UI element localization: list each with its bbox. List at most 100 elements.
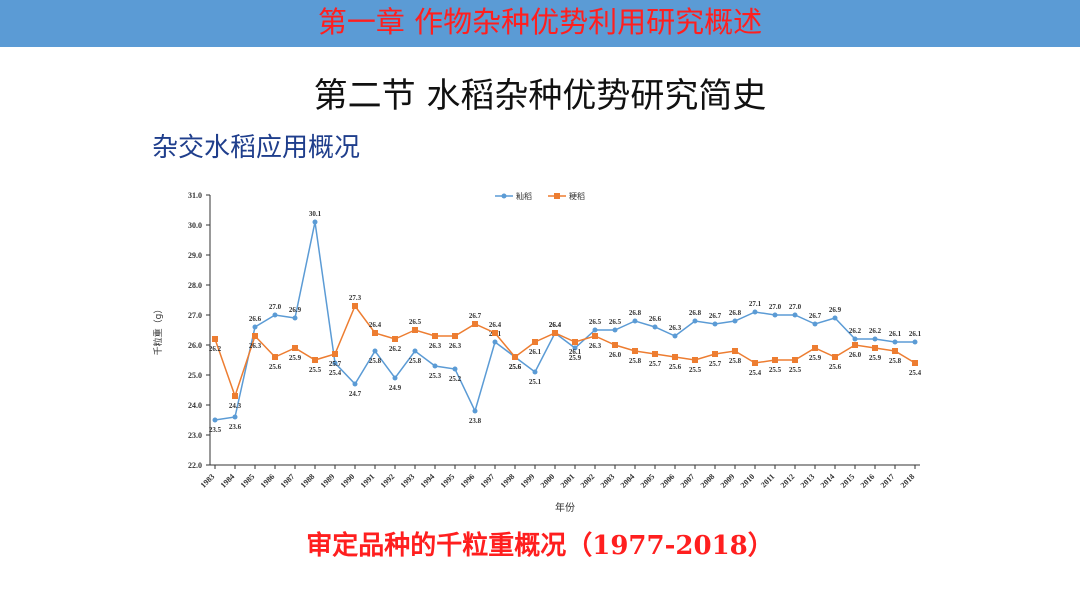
data-label: 26.1 — [529, 348, 542, 356]
data-label: 26.5 — [609, 318, 622, 326]
data-point — [392, 375, 398, 381]
data-label: 26.2 — [389, 345, 402, 353]
data-label: 25.5 — [789, 366, 802, 374]
data-point — [252, 333, 258, 339]
data-point — [752, 309, 758, 315]
data-label: 26.6 — [649, 315, 662, 323]
data-point — [212, 336, 218, 342]
data-point — [412, 327, 418, 333]
y-tick-label: 24.0 — [188, 401, 202, 410]
series-line — [214, 221, 915, 421]
data-label: 25.5 — [309, 366, 322, 374]
data-point — [652, 351, 658, 357]
series-indica: 23.5 23.6 26.6 27.0 26.9 30.1 25.4 24.7 25.8 24.9… — [209, 210, 922, 434]
data-label: 25.6 — [269, 363, 282, 371]
data-label: 26.9 — [829, 306, 842, 314]
data-point — [852, 336, 858, 342]
legend-label: 粳稻 — [569, 191, 585, 201]
data-label: 26.9 — [289, 306, 302, 314]
data-label: 25.8 — [889, 357, 902, 365]
y-tick-label: 25.0 — [188, 371, 202, 380]
data-label: 27.0 — [269, 303, 282, 311]
subheading: 杂交水稻应用概况 — [152, 133, 361, 163]
data-point — [472, 408, 478, 414]
x-tick-label: 2009 — [719, 472, 737, 490]
data-label: 25.7 — [709, 360, 722, 368]
data-point — [692, 318, 698, 324]
data-label: 26.2 — [869, 327, 882, 335]
x-tick-label: 1987 — [279, 472, 297, 490]
header-bar — [0, 0, 1080, 47]
x-tick-label: 2002 — [579, 472, 597, 490]
x-tick-label: 2003 — [599, 472, 617, 490]
data-point — [712, 321, 718, 327]
data-label: 26.7 — [709, 312, 722, 320]
x-axis-title: 年份 — [555, 501, 575, 514]
data-point — [312, 357, 318, 363]
data-point — [572, 345, 578, 351]
data-label: 27.0 — [769, 303, 782, 311]
data-point — [912, 339, 918, 345]
data-point — [332, 360, 338, 366]
data-label: 26.4 — [489, 321, 502, 329]
data-point — [612, 342, 618, 348]
data-label: 23.5 — [209, 426, 222, 434]
data-label: 25.4 — [909, 369, 922, 377]
data-point — [852, 342, 858, 348]
x-tick-label: 1985 — [239, 472, 257, 490]
data-label: 25.8 — [729, 357, 742, 365]
data-label: 25.7 — [329, 360, 342, 368]
data-point — [712, 351, 718, 357]
data-point — [372, 330, 378, 336]
data-label: 25.9 — [569, 354, 582, 362]
data-point — [372, 348, 378, 354]
data-point — [252, 324, 258, 330]
data-label: 30.1 — [309, 210, 322, 218]
x-tick-label: 2014 — [819, 472, 837, 490]
series-line — [214, 304, 916, 399]
data-point — [312, 219, 318, 225]
y-tick-label: 29.0 — [188, 251, 202, 260]
chapter-title: 第一章 作物杂种优势利用研究概述 — [317, 5, 763, 39]
legend-label: 籼稻 — [516, 191, 532, 201]
data-label: 26.8 — [689, 309, 702, 317]
series-japonica: 26.2 24.3 26.3 25.6 25.9 25.5 25.7 27.3 26.4 26.2… — [209, 294, 922, 410]
x-tick-label: 1988 — [299, 472, 317, 490]
weight-line-chart: 22.0 23.0 24.0 25.0 26.0 27.0 28.0 29.0 30.0 31.0… — [152, 191, 922, 514]
data-label: 25.8 — [629, 357, 642, 365]
x-tick-label: 1994 — [419, 472, 437, 490]
data-label: 25.4 — [329, 369, 342, 377]
x-tick-label: 1995 — [439, 472, 457, 490]
x-tick-label: 1993 — [399, 472, 417, 490]
data-point — [452, 366, 458, 372]
data-point — [592, 333, 598, 339]
y-tick-label: 22.0 — [188, 461, 202, 470]
y-tick-label: 30.0 — [188, 221, 202, 230]
data-point — [732, 318, 738, 324]
chart-series: 23.5 23.6 26.6 27.0 26.9 30.1 25.4 24.7 25.8 24.9… — [209, 210, 922, 434]
data-point — [212, 417, 218, 423]
data-label: 26.2 — [209, 345, 222, 353]
data-label: 26.3 — [429, 342, 442, 350]
data-point — [272, 354, 278, 360]
data-point — [432, 333, 438, 339]
x-tick-label: 1997 — [479, 472, 497, 490]
data-point — [632, 318, 638, 324]
x-tick-label: 2008 — [699, 472, 717, 490]
data-point — [232, 414, 238, 420]
data-label: 27.3 — [349, 294, 362, 302]
data-point — [392, 336, 398, 342]
data-label: 25.8 — [409, 357, 422, 365]
data-label: 24.9 — [389, 384, 402, 392]
data-label: 26.7 — [469, 312, 482, 320]
x-tick-label: 1984 — [219, 472, 237, 490]
data-label: 25.6 — [829, 363, 842, 371]
data-label: 26.3 — [669, 324, 682, 332]
data-point — [872, 345, 878, 351]
x-tick-label: 1992 — [379, 472, 397, 490]
data-point — [532, 369, 538, 375]
data-point — [792, 312, 798, 318]
data-label: 26.3 — [589, 342, 602, 350]
data-label: 25.5 — [769, 366, 782, 374]
x-tick-label: 1989 — [319, 472, 337, 490]
